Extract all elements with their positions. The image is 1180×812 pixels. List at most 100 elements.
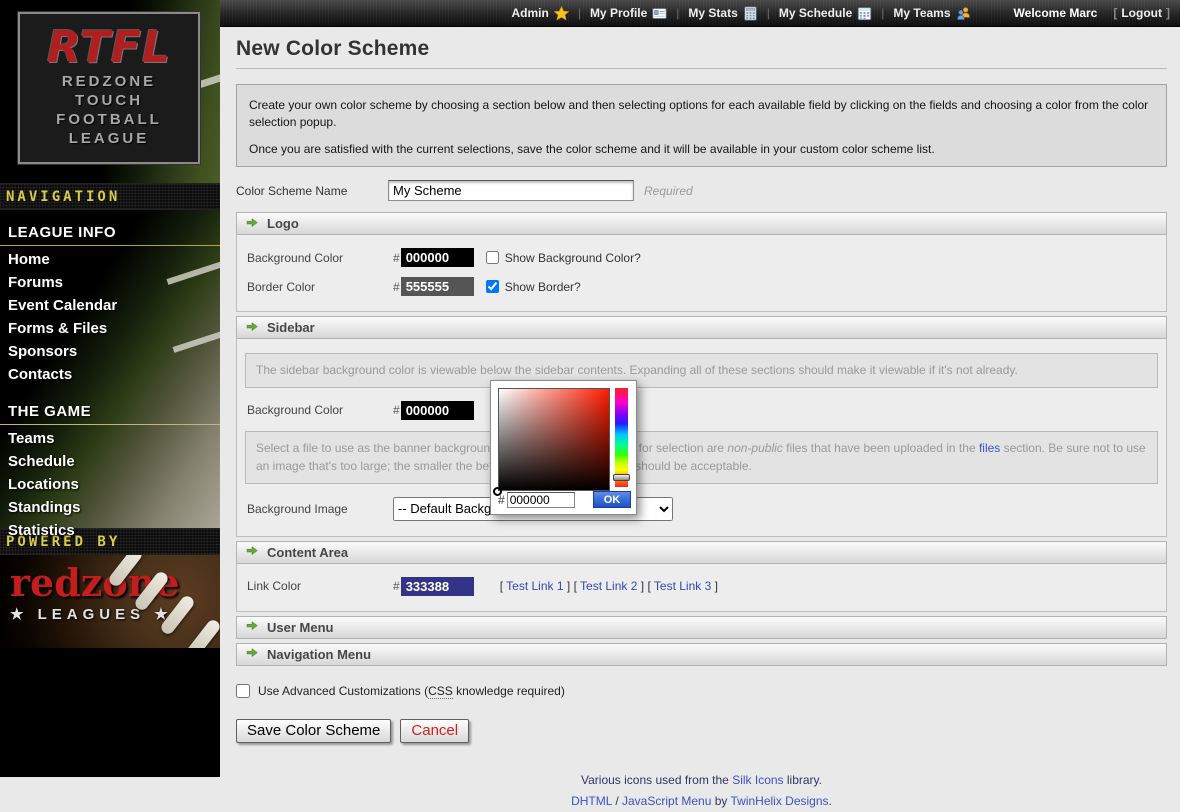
section-content-area-header[interactable]: Content Area — [236, 540, 1167, 564]
color-scheme-name-input[interactable] — [388, 180, 634, 202]
section-navigation-menu: Navigation Menu — [236, 642, 1167, 666]
menu-item-my-stats[interactable]: My Stats — [679, 5, 766, 21]
section-sidebar-body: The sidebar background color is viewable… — [236, 339, 1167, 537]
logo-background-color-swatch[interactable]: 000000 — [400, 248, 474, 268]
nav-heading-league-info: LEAGUE INFO — [0, 222, 220, 246]
field-row-link-color: Link Color # 333388 [ Test Link 1 ] [ Te… — [237, 572, 1166, 601]
section-navigation-menu-header[interactable]: Navigation Menu — [236, 642, 1167, 666]
color-picker-popup: # OK — [490, 380, 637, 515]
sidebar-item-teams[interactable]: Teams — [8, 430, 55, 447]
link-color-swatch[interactable]: 333388 — [400, 576, 474, 596]
sidebar-note: The sidebar background color is viewable… — [245, 353, 1158, 388]
color-scheme-name-label: Color Scheme Name — [236, 183, 348, 198]
logout-bracket: [ — [1113, 6, 1118, 20]
section-sidebar-header[interactable]: Sidebar — [236, 316, 1167, 340]
section-user-menu: User Menu — [236, 615, 1167, 639]
required-hint: Required — [644, 183, 693, 198]
section-content-area: Content Area Link Color # 333388 [ Test … — [236, 540, 1167, 612]
league-logo-line: TOUCH — [74, 92, 144, 109]
navigation-band-label: NAVIGATION — [6, 188, 121, 205]
bracket: ] — [640, 579, 645, 594]
sidebar-navigation: LEAGUE INFO Home Forums Event Calendar F… — [0, 210, 220, 539]
test-link-2[interactable]: Test Link 2 — [580, 579, 638, 594]
color-selection-marker[interactable] — [493, 487, 502, 496]
redzone-logo-sub: ★ LEAGUES ★ — [10, 606, 173, 623]
sidebar-background-color-swatch[interactable]: 000000 — [400, 400, 474, 420]
color-scheme-name-row: Color Scheme Name Required — [236, 180, 1167, 202]
field-row-sidebar-background-color: Background Color # 000000 — [237, 396, 1166, 425]
section-navigation-menu-title: Navigation Menu — [267, 646, 372, 662]
sidebar-item-sponsors[interactable]: Sponsors — [8, 343, 78, 360]
dhtml-link[interactable]: DHTML — [571, 793, 612, 808]
note-emphasis: non-public — [727, 440, 783, 455]
save-color-scheme-button[interactable]: Save Color Scheme — [236, 718, 392, 743]
navigation-band: NAVIGATION — [0, 183, 220, 210]
sidebar-item-forums[interactable]: Forums — [8, 274, 64, 291]
cancel-button[interactable]: Cancel — [400, 718, 470, 743]
hex-hash: # — [393, 579, 400, 594]
logout-wrap: [Logout] — [1113, 6, 1170, 20]
menu-item-my-schedule[interactable]: My Schedule — [770, 6, 881, 21]
ok-button[interactable]: OK — [593, 491, 631, 508]
section-sidebar-title: Sidebar — [267, 320, 315, 336]
sidebar-item-contacts[interactable]: Contacts — [8, 366, 73, 383]
league-logo-abbr: RTFL — [46, 22, 171, 73]
sidebar-field-background: RTFL REDZONE TOUCH FOOTBALL LEAGUE — [0, 0, 220, 183]
bracket: [ — [573, 579, 577, 594]
section-logo: Logo Background Color # 000000 Show Back… — [236, 212, 1167, 313]
test-link-1[interactable]: Test Link 1 — [506, 579, 564, 594]
hex-input-row: # OK — [498, 491, 631, 508]
test-link-3[interactable]: Test Link 3 — [653, 579, 712, 594]
vcard-icon — [652, 6, 667, 21]
menu-item-admin[interactable]: Admin — [502, 5, 577, 21]
advanced-customizations-checkbox[interactable] — [236, 683, 250, 698]
sidebar-item-forms-files[interactable]: Forms & Files — [8, 320, 108, 337]
sidebar-item-locations[interactable]: Locations — [8, 476, 79, 493]
nav-list-league-info: Home Forums Event Calendar Forms & Files… — [0, 248, 220, 386]
menu-item-my-stats-label: My Stats — [688, 6, 738, 20]
green-arrow-icon — [246, 618, 258, 636]
intro-paragraph: Create your own color scheme by choosing… — [249, 98, 1149, 130]
bracket: ] — [566, 579, 571, 594]
sidebar-item-home[interactable]: Home — [8, 251, 50, 268]
green-arrow-icon — [246, 319, 258, 337]
advanced-customizations-label: Use Advanced Customizations (CSS knowled… — [258, 683, 565, 699]
section-user-menu-header[interactable]: User Menu — [236, 615, 1167, 639]
logo-border-color-swatch[interactable]: 555555 — [400, 277, 474, 297]
checkbox-label: Show Border? — [504, 279, 581, 294]
advanced-customizations-row: Use Advanced Customizations (CSS knowled… — [236, 683, 1167, 699]
checkbox-label: Show Background Color? — [504, 250, 641, 265]
javascript-menu-link[interactable]: JavaScript Menu — [622, 793, 712, 808]
menu-item-my-profile[interactable]: My Profile — [581, 6, 676, 21]
intro-paragraph: Once you are satisfied with the current … — [249, 141, 935, 156]
sidebar-item-event-calendar[interactable]: Event Calendar — [8, 297, 118, 314]
twinhelix-designs-link[interactable]: TwinHelix Designs — [730, 793, 829, 808]
background-image-note: Select a file to use as the banner backg… — [245, 430, 1158, 484]
sidebar-item-statistics[interactable]: Statistics — [8, 522, 75, 539]
section-logo-header[interactable]: Logo — [236, 212, 1167, 236]
files-link[interactable]: files — [978, 440, 1001, 455]
logout-bracket: ] — [1166, 6, 1170, 20]
sidebar-bottom-fill — [0, 648, 220, 777]
field-label: Background Color — [247, 403, 344, 418]
hue-slider-handle[interactable] — [613, 474, 630, 481]
logout-link[interactable]: Logout — [1121, 6, 1162, 20]
footer-line-2: DHTML / JavaScript Menu by TwinHelix Des… — [236, 791, 1167, 812]
menu-item-my-teams[interactable]: My Teams — [884, 6, 979, 21]
section-content-area-title: Content Area — [267, 544, 349, 560]
field-label: Background Image — [247, 501, 348, 516]
hue-slider[interactable] — [613, 388, 630, 487]
field-row-background-image: Background Image -- Default Background -… — [237, 492, 1166, 526]
league-logo-line: REDZONE — [61, 73, 157, 90]
silk-icons-link[interactable]: Silk Icons — [732, 772, 784, 787]
bracket: ] — [714, 579, 718, 594]
show-border-checkbox[interactable] — [485, 280, 499, 294]
hex-value-input[interactable] — [506, 491, 575, 508]
sidebar-item-schedule[interactable]: Schedule — [8, 453, 75, 470]
saturation-value-gradient[interactable] — [493, 388, 610, 496]
show-background-color-checkbox[interactable] — [485, 251, 499, 265]
powered-by-label: POWERED BY — [6, 533, 121, 550]
footer-text: library. — [783, 772, 822, 787]
sidebar-item-standings[interactable]: Standings — [8, 499, 81, 516]
form-buttons: Save Color Scheme Cancel — [236, 718, 1167, 743]
